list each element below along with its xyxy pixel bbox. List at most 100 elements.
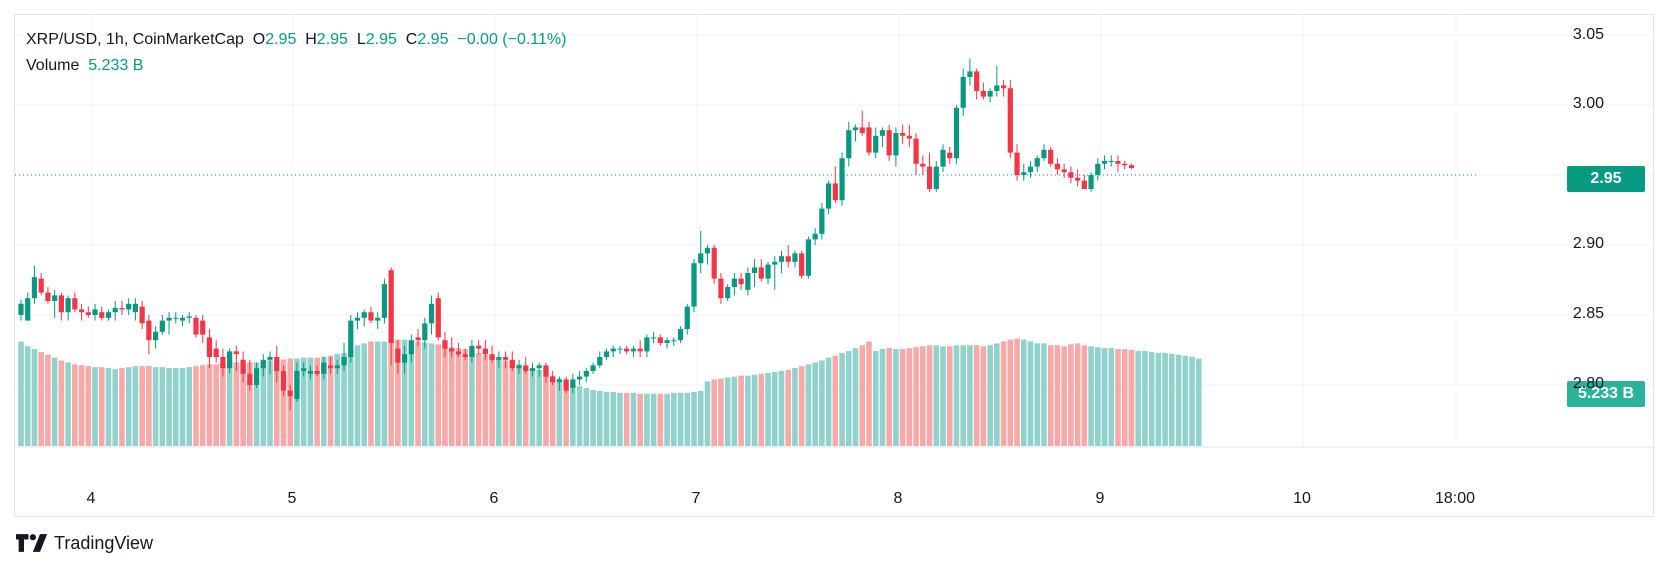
volume-bar [152, 367, 159, 446]
volume-bar [422, 342, 428, 446]
candle-body [994, 85, 1000, 91]
y-tick-label: 3.00 [1572, 95, 1604, 112]
candle-body [1101, 161, 1108, 164]
volume-bar [408, 340, 415, 446]
volume-bar [933, 345, 940, 446]
volume-bar [193, 366, 199, 446]
volume-bar [1169, 353, 1175, 446]
candle-body [388, 270, 394, 343]
candle-body [31, 277, 38, 299]
candle-body [523, 365, 529, 371]
candle-body [1027, 166, 1034, 173]
legend-volume-row: Volume 5.233 B [26, 53, 566, 79]
volume-bar [1054, 345, 1061, 446]
volume-bar [368, 341, 374, 446]
volume-bar [745, 375, 751, 446]
candle-body [772, 261, 778, 265]
volume-bar [603, 391, 610, 446]
candle-body [139, 306, 145, 324]
volume-bar [711, 379, 717, 446]
candle-body [247, 373, 253, 385]
volume-bar [475, 352, 482, 446]
candle-body [543, 365, 549, 377]
volume-bar [973, 345, 980, 446]
candle-body [785, 256, 791, 262]
volume-bar [415, 341, 421, 446]
legend-close-label: C [405, 31, 418, 48]
brand-name: TradingView [54, 532, 154, 553]
chart-frame[interactable] [14, 14, 1655, 518]
candle-body [267, 357, 273, 360]
volume-bar [78, 365, 85, 446]
volume-bar [51, 357, 58, 446]
volume-bar [980, 346, 987, 446]
candle-body [294, 371, 300, 399]
volume-bar [960, 345, 966, 446]
volume-bar [179, 368, 186, 446]
x-tick-label: 5 [287, 490, 297, 507]
volume-bar [570, 384, 576, 446]
candle-body [368, 312, 374, 321]
legend-symbol: XRP/USD, 1h, CoinMarketCap [26, 31, 244, 48]
candle-body [610, 348, 616, 352]
candle-body [651, 337, 657, 339]
candle-body [112, 308, 118, 313]
last-price-tag: 2.95 [1567, 166, 1645, 192]
volume-bar [260, 361, 267, 446]
candle-body [940, 149, 946, 167]
candle-body [947, 152, 953, 159]
candle-body [1061, 169, 1067, 173]
volume-bar [1135, 351, 1141, 446]
volume-bar [913, 347, 919, 446]
volume-bar [307, 357, 314, 446]
volume-bar [1095, 347, 1101, 446]
candle-body [1075, 177, 1081, 181]
volume-bar [1155, 352, 1162, 446]
candle-body [960, 77, 966, 108]
volume-bar [765, 372, 771, 446]
volume-bar [906, 348, 913, 446]
volume-bar [994, 343, 1000, 446]
candle-body [859, 127, 865, 133]
tradingview-brand[interactable]: TradingView [16, 531, 153, 555]
volume-bar [105, 368, 112, 446]
volume-bar [623, 392, 630, 446]
volume-bar [233, 362, 240, 446]
volume-bar [1108, 348, 1115, 446]
candle-body [630, 348, 637, 352]
volume-bar [469, 351, 475, 446]
volume-bar [388, 339, 394, 446]
chart-canvas[interactable] [15, 15, 1655, 518]
volume-bar [819, 360, 825, 446]
candle-body [644, 337, 650, 352]
candle-body [502, 357, 509, 360]
candle-body [1068, 172, 1074, 178]
candle-body [536, 365, 542, 369]
candle-body [920, 163, 926, 167]
volume-bar [92, 367, 98, 446]
candle-body [1048, 149, 1054, 164]
volume-bar [758, 373, 765, 446]
volume-bar [347, 349, 354, 446]
volume-bar [119, 368, 125, 446]
volume-bar [1189, 356, 1195, 446]
candle-body [1034, 158, 1040, 167]
volume-bar [1115, 349, 1121, 446]
volume-bar [502, 360, 509, 446]
volume-bar [65, 362, 71, 446]
candle-body [967, 71, 973, 77]
volume-bar [18, 341, 24, 446]
candle-body [657, 337, 663, 343]
candle-body [462, 354, 468, 357]
volume-bar [583, 388, 590, 446]
candle-body [563, 379, 569, 391]
volume-bar [448, 347, 455, 446]
last-volume-tag: 5.233 B [1567, 381, 1645, 407]
volume-bar [381, 341, 388, 446]
y-tick-label: 2.80 [1572, 375, 1604, 392]
volume-bar [691, 391, 697, 446]
volume-bar [172, 368, 179, 446]
candle-body [792, 253, 798, 262]
candle-body [132, 303, 139, 313]
candle-body [765, 264, 771, 279]
